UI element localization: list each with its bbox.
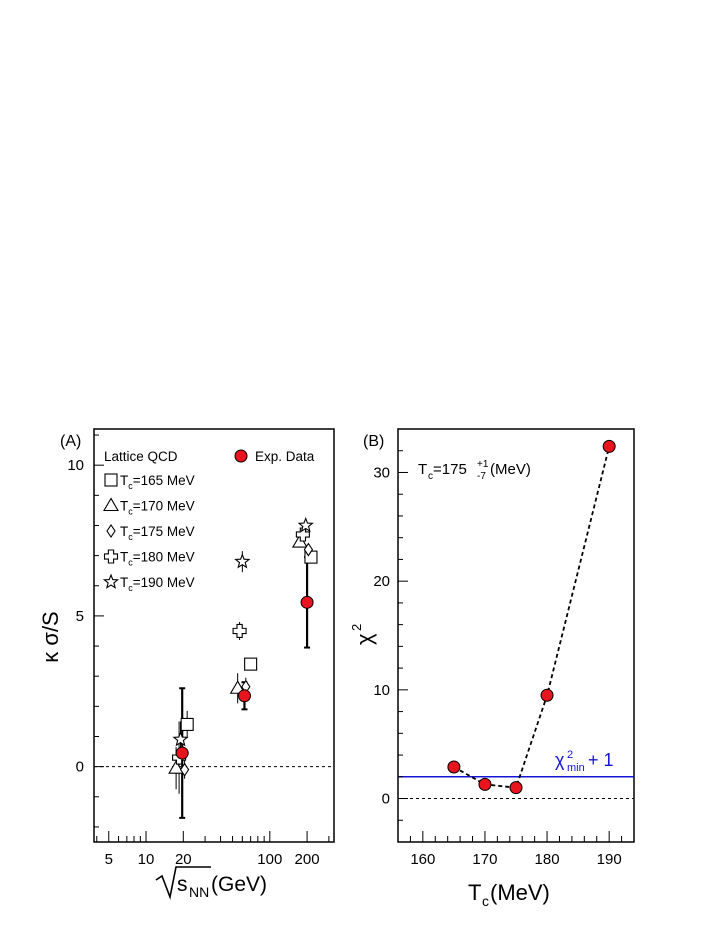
legend-exp-label: Exp. Data — [255, 449, 315, 464]
x-tick-label: 5 — [105, 851, 113, 868]
legend-label-175: Tc=175 MeV — [120, 524, 195, 542]
result-main: T — [418, 461, 427, 478]
legend: Tc=165 MeV Tc=170 MeV Tc=175 MeV Tc=180 MeV… — [102, 473, 195, 593]
lattice-point-190 — [172, 730, 189, 747]
threshold-label: χ 2 min + 1 — [555, 749, 614, 774]
exp-data-point — [237, 689, 251, 703]
lattice-point-175 — [179, 762, 190, 777]
legend-marker-190 — [102, 573, 120, 589]
lattice-point-190 — [234, 553, 251, 569]
legend-label-180: Tc=180 MeV — [120, 550, 195, 568]
lattice-point-190 — [297, 516, 314, 533]
exp-data-point — [300, 595, 314, 609]
xlabel-sub: c — [482, 893, 489, 909]
panel-b-label: (B) — [363, 433, 384, 450]
y-tick-label: 0 — [76, 759, 84, 776]
panel-a-xlabel: s NN (GeV) — [155, 866, 267, 900]
y-tick-label: 30 — [373, 464, 390, 481]
legend-label-165: Tc=165 MeV — [120, 473, 195, 491]
panel-b-xlabel: T c (MeV) — [468, 880, 550, 909]
y-tick-label: 5 — [76, 608, 84, 625]
lattice-point-175 — [303, 542, 314, 557]
panel-a-ylabel: κ σ/S — [38, 611, 63, 662]
panel-a: (A) 5 10 20 100 200 0 5 10 Lattice QCD Tc=165 M… — [38, 428, 335, 900]
threshold-label-sub: min — [567, 762, 585, 774]
x-tick-label: 100 — [257, 851, 282, 868]
chi2-point — [478, 777, 492, 791]
lattice-point-170 — [168, 760, 185, 774]
legend-title: Lattice QCD — [104, 449, 178, 464]
exp-data-point — [175, 746, 189, 760]
legend-marker-165 — [104, 473, 118, 487]
panel-b-frame — [397, 428, 635, 843]
legend-marker-170 — [103, 497, 119, 512]
result-annotation: T c =175 +1 -7 (MeV) — [418, 459, 531, 482]
xlabel-subscript: NN — [189, 884, 209, 900]
result-sub: c — [428, 471, 433, 482]
ylabel-main: χ — [352, 633, 377, 645]
panel-b: (B) 160 170 180 190 0 10 20 30 T c =175 +1 -7 (… — [349, 428, 635, 909]
panel-a-label: (A) — [60, 433, 81, 450]
x-tick-label: 180 — [535, 851, 560, 868]
threshold-label-tail: + 1 — [588, 750, 614, 770]
x-tick-label: 160 — [410, 851, 435, 868]
chi2-point — [447, 760, 461, 774]
result-err-up: +1 — [477, 459, 489, 470]
lattice-point-180 — [295, 527, 310, 542]
y-tick-label: 10 — [67, 457, 84, 474]
legend-label-170: Tc=170 MeV — [120, 499, 195, 517]
threshold-label-sup: 2 — [567, 749, 573, 761]
chi2-point — [602, 439, 616, 453]
y-tick-label: 0 — [382, 791, 390, 808]
lattice-point-165 — [244, 657, 258, 671]
xlabel-radicand: s — [177, 873, 188, 896]
xlabel-main: T — [468, 880, 481, 905]
chi2-point — [509, 781, 523, 795]
x-tick-label: 10 — [138, 851, 155, 868]
y-tick-label: 10 — [373, 682, 390, 699]
legend-marker-180 — [103, 549, 119, 564]
lattice-point-180 — [232, 623, 247, 639]
xlabel-unit: (MeV) — [490, 880, 550, 905]
x-tick-label: 20 — [175, 851, 192, 868]
x-tick-label: 190 — [597, 851, 622, 868]
legend-label-190: Tc=190 MeV — [120, 575, 195, 593]
x-tick-label: 200 — [295, 851, 320, 868]
result-unit: (MeV) — [490, 461, 531, 478]
chi2-curve — [453, 446, 611, 789]
result-value: =175 — [433, 461, 467, 478]
chi2-point — [540, 688, 554, 702]
xlabel-unit: (GeV) — [211, 873, 267, 896]
threshold-label-main: χ — [555, 750, 565, 770]
panel-b-ylabel: χ 2 — [349, 624, 377, 645]
y-tick-label: 20 — [373, 573, 390, 590]
legend-marker-175 — [106, 524, 116, 538]
legend-exp-marker — [234, 449, 248, 463]
x-tick-label: 170 — [472, 851, 497, 868]
ylabel-sup: 2 — [349, 624, 364, 631]
sqrt-symbol — [155, 866, 211, 900]
panel-a-frame — [93, 428, 335, 843]
lattice-point-165 — [180, 717, 194, 731]
result-err-down: -7 — [477, 471, 486, 482]
